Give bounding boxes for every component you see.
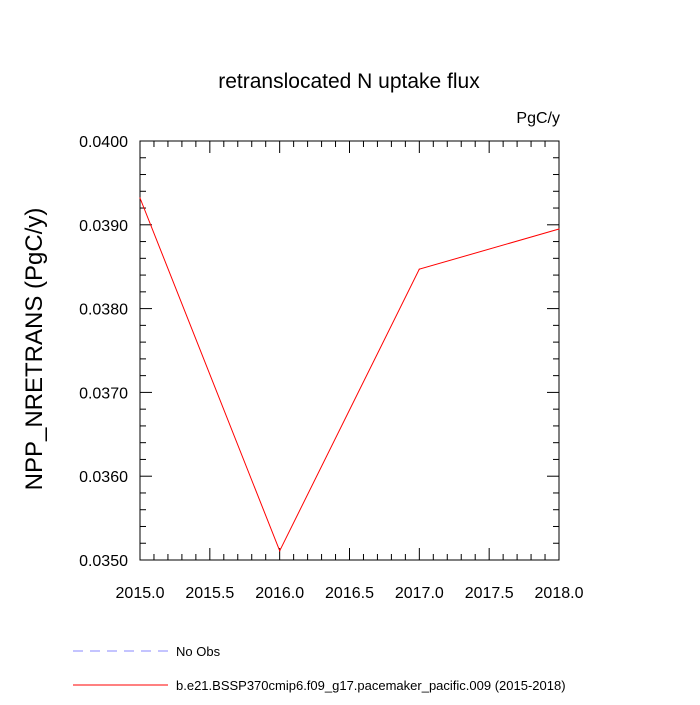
x-tick-label: 2018.0 <box>535 585 584 602</box>
y-axis-label: NPP_NRETRANS (PgC/y) <box>21 208 48 491</box>
x-tick-label: 2016.0 <box>255 585 304 602</box>
data-point <box>139 197 141 199</box>
y-tick-label: 0.0380 <box>79 302 128 319</box>
ticks-layer: 2015.0 2015.5 2016.0 2016.5 2017.0 2017.5 2018… <box>79 134 584 602</box>
series-layer <box>139 197 560 553</box>
y-tick-label: 0.0350 <box>79 553 128 570</box>
data-point <box>418 268 420 270</box>
x-tick-label: 2017.5 <box>465 585 514 602</box>
units-label: PgC/y <box>516 110 560 127</box>
x-tick-label: 2015.5 <box>185 585 234 602</box>
chart-title: retranslocated N uptake flux <box>218 70 480 93</box>
y-tick-label: 0.0390 <box>79 218 128 235</box>
x-tick-label: 2016.5 <box>325 585 374 602</box>
y-tick-label: 0.0370 <box>79 385 128 402</box>
y-tick-label: 0.0400 <box>79 134 128 151</box>
x-tick-label: 2017.0 <box>395 585 444 602</box>
legend-label: No Obs <box>176 644 221 659</box>
data-point <box>279 550 281 552</box>
x-tick-label: 2015.0 <box>116 585 165 602</box>
plot-frame <box>139 140 560 561</box>
data-point <box>558 228 560 230</box>
legend: No Obs b.e21.BSSP370cmip6.f09_g17.pacemak… <box>73 644 566 693</box>
y-tick-label: 0.0360 <box>79 469 128 486</box>
legend-label: b.e21.BSSP370cmip6.f09_g17.pacemaker_pac… <box>176 678 566 693</box>
series-line <box>139 197 560 553</box>
